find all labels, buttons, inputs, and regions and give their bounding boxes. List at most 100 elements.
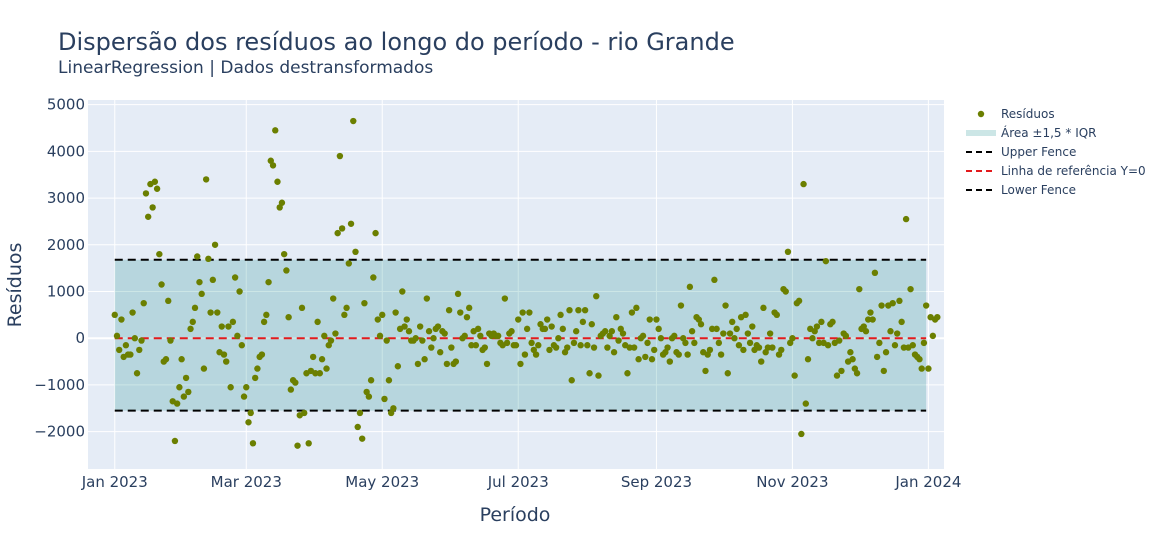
y-axis-ticks: 5000 4000 3000 2000 1000 0 −1000 −2000 [34, 96, 85, 441]
residual-point [865, 316, 872, 323]
residual-point [773, 311, 781, 319]
residual-point [305, 440, 312, 447]
residual-point [769, 344, 776, 351]
residual-point [766, 330, 774, 337]
x-axis-title: Período [480, 504, 551, 526]
residual-point [619, 330, 627, 337]
residual-point [390, 405, 397, 412]
residual-point [548, 323, 555, 330]
legend[interactable]: Resíduos Área ±1,5 * IQR Upper Fence Linha … [966, 107, 1146, 197]
residual-point [898, 318, 905, 326]
residual-point [604, 344, 611, 351]
residual-point [708, 325, 716, 333]
residual-point [697, 321, 705, 328]
residual-point [577, 342, 584, 349]
residual-point [263, 311, 270, 319]
x-tick-label: Mar 2023 [211, 473, 282, 491]
residual-point [142, 190, 150, 197]
residual-point [646, 316, 653, 323]
residual-point [544, 316, 551, 323]
residual-point [354, 423, 361, 431]
residual-point [740, 346, 747, 354]
residual-point [272, 127, 279, 134]
residual-point [463, 313, 471, 321]
x-tick-label: Jan 2024 [894, 473, 961, 491]
residual-point [824, 342, 832, 349]
residual-point [144, 213, 152, 220]
residual-point [833, 372, 841, 379]
residual-point [336, 152, 344, 160]
residual-point [818, 318, 825, 326]
residual-point [401, 323, 408, 330]
residual-point [314, 318, 321, 326]
residual-points [111, 117, 941, 449]
residual-point [746, 339, 754, 347]
residual-point [784, 248, 792, 256]
residual-point [572, 328, 580, 335]
residual-point [918, 365, 925, 372]
residual-point [778, 346, 785, 354]
residual-point [236, 288, 243, 295]
residual-point [129, 309, 136, 316]
legend-item-residuals: Resíduos [977, 107, 1055, 121]
residual-point [633, 304, 640, 312]
residual-point [367, 377, 375, 384]
residual-point [626, 344, 633, 351]
y-tick-label: 4000 [47, 142, 85, 160]
legend-label-lower: Lower Fence [1001, 183, 1076, 197]
legend-item-band: Área ±1,5 * IQR [966, 125, 1097, 140]
grid-lines [88, 100, 944, 469]
residual-point [789, 335, 796, 342]
residual-point [691, 339, 698, 347]
residual-point [176, 384, 183, 391]
residual-point [541, 325, 549, 333]
residual-point [815, 339, 823, 347]
residual-point [642, 353, 649, 361]
residual-point [171, 437, 179, 445]
residual-point [684, 351, 691, 358]
residual-point [628, 309, 636, 316]
residual-point [419, 337, 426, 344]
chart-title: Dispersão dos resíduos ao longo do perío… [58, 28, 735, 56]
residual-point [677, 302, 685, 309]
residual-point [503, 339, 511, 347]
residual-point [312, 370, 319, 377]
plot-area[interactable] [88, 100, 944, 469]
residual-point [292, 379, 299, 386]
residual-point [227, 384, 234, 391]
residual-point [584, 342, 591, 349]
residual-point [613, 313, 620, 321]
residual-point [352, 248, 359, 256]
residual-point [251, 374, 259, 382]
residual-point [214, 309, 221, 316]
residual-point [822, 257, 830, 265]
residual-point [461, 332, 468, 340]
residual-point [733, 325, 740, 333]
residual-point [929, 332, 937, 340]
residual-point [521, 351, 529, 358]
residual-point [715, 339, 723, 347]
residual-point [706, 346, 714, 354]
residual-point [280, 250, 288, 258]
y-tick-label: −1000 [34, 376, 85, 394]
residual-point [809, 335, 816, 342]
residual-point [644, 339, 651, 347]
residual-point [138, 337, 145, 344]
residual-point [437, 349, 444, 356]
x-tick-label: Jan 2023 [81, 473, 148, 491]
residual-point [240, 393, 248, 400]
residual-point [887, 328, 894, 335]
legend-item-reference: Linha de referência Y=0 [966, 164, 1146, 178]
residual-point [889, 299, 896, 307]
residual-point [651, 346, 658, 354]
x-tick-label: Jul 2023 [487, 473, 549, 491]
residual-point [655, 325, 662, 333]
residual-point [198, 290, 205, 298]
residual-point [356, 409, 364, 417]
residual-point [856, 285, 863, 293]
residual-point [218, 323, 225, 330]
residual-point [234, 332, 241, 340]
residual-point [140, 299, 147, 307]
residual-point [205, 255, 212, 263]
residual-point [443, 360, 451, 368]
